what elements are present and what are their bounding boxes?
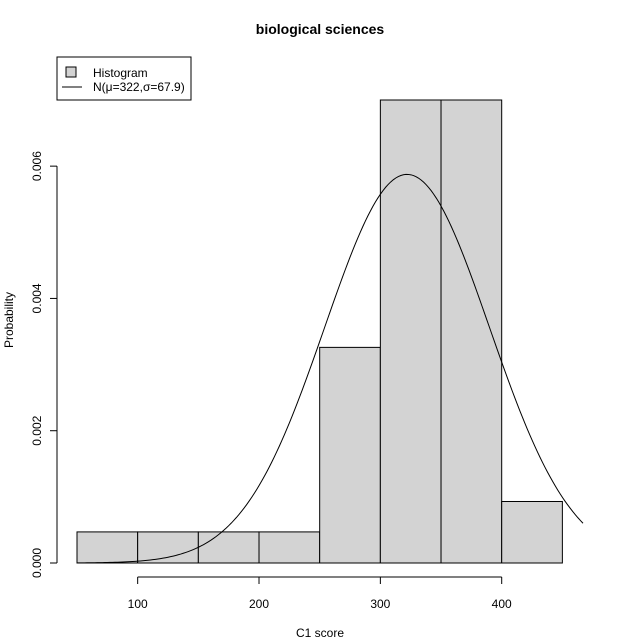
x-tick-label-1: 200 — [249, 597, 269, 611]
y-tick-label-3: 0.006 — [30, 151, 44, 181]
histogram-bar-4 — [319, 346, 381, 564]
normal-curve — [76, 173, 584, 564]
x-tick-label-0: 100 — [128, 597, 148, 611]
x-axis: 100 200 300 400 — [128, 576, 512, 611]
y-tick-label-1: 0.002 — [30, 415, 44, 445]
histogram-bar-0 — [76, 531, 139, 564]
legend-histogram-label: Histogram — [93, 66, 148, 80]
x-tick-label-3: 400 — [492, 597, 512, 611]
histogram-bars — [76, 99, 563, 564]
histogram-bar-3 — [258, 531, 321, 564]
x-axis-label: C1 score — [296, 626, 344, 640]
chart-title: biological sciences — [256, 21, 385, 37]
legend-box — [56, 56, 192, 101]
y-axis-label: Probability — [2, 292, 16, 348]
histogram-bar-2 — [197, 531, 260, 564]
legend-curve-label: N(μ=322,σ=67.9) — [93, 80, 185, 94]
legend-histogram-swatch — [65, 66, 77, 78]
histogram-bar-6 — [440, 99, 503, 564]
y-tick-label-0: 0.000 — [30, 548, 44, 578]
histogram-bar-7 — [501, 500, 563, 564]
y-tick-label-2: 0.004 — [30, 283, 44, 313]
legend: Histogram N(μ=322,σ=67.9) — [56, 56, 192, 101]
x-tick-label-2: 300 — [370, 597, 390, 611]
histogram-bar-5 — [379, 99, 442, 564]
histogram-bar-1 — [137, 531, 199, 564]
y-axis: 0.000 0.002 0.004 0.006 — [30, 151, 58, 578]
